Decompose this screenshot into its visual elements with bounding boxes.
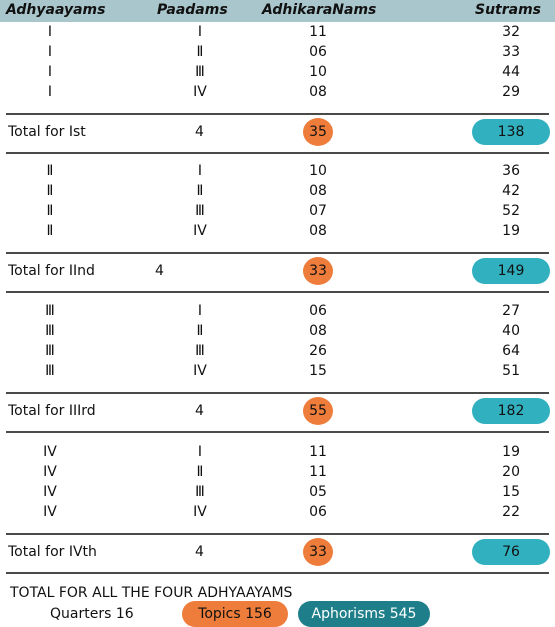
- table-cell: IV: [43, 444, 57, 460]
- total-quarters: 4: [195, 124, 204, 140]
- table-cell: Ⅲ: [195, 203, 205, 219]
- table-cell: 64: [502, 343, 520, 359]
- divider: [6, 572, 549, 574]
- summary-quarters: Quarters 16: [50, 606, 134, 622]
- table-cell: Ⅲ: [195, 484, 205, 500]
- total-sutrams: 138: [472, 119, 550, 145]
- total-label: Total for IIIrd: [8, 403, 96, 419]
- table-cell: 40: [502, 323, 520, 339]
- table-cell: 08: [309, 223, 327, 239]
- table-cell: 33: [502, 44, 520, 60]
- table-cell: I: [47, 44, 53, 60]
- divider: [6, 291, 549, 293]
- total-topics: 55: [303, 397, 333, 425]
- table-cell: Ⅲ: [45, 323, 55, 339]
- table-cell: 32: [502, 24, 520, 40]
- table-cell: 10: [309, 64, 327, 80]
- table-cell: 20: [502, 464, 520, 480]
- table-cell: IV: [193, 84, 207, 100]
- table-cell: IV: [193, 504, 207, 520]
- divider: [6, 392, 549, 394]
- table-cell: 27: [502, 303, 520, 319]
- table-cell: 06: [309, 504, 327, 520]
- table-cell: Ⅲ: [195, 343, 205, 359]
- header-bar: Adhyaayams Paadams AdhikaraNams Sutrams: [0, 0, 555, 22]
- table-cell: Ⅲ: [195, 64, 205, 80]
- header: Adhyaayams: [6, 2, 106, 18]
- table-cell: 29: [502, 84, 520, 100]
- table-cell: 08: [309, 323, 327, 339]
- table-cell: Ⅱ: [46, 163, 54, 179]
- table-cell: IV: [43, 484, 57, 500]
- table-cell: Ⅱ: [46, 223, 54, 239]
- divider: [6, 252, 549, 254]
- total-sutrams: 182: [472, 398, 550, 424]
- table-cell: I: [47, 84, 53, 100]
- table-cell: 15: [309, 363, 327, 379]
- table-cell: 08: [309, 84, 327, 100]
- table-cell: IV: [43, 504, 57, 520]
- table-cell: 19: [502, 223, 520, 239]
- total-topics: 33: [303, 538, 333, 566]
- total-quarters: 4: [195, 403, 204, 419]
- table-cell: Ⅱ: [46, 183, 54, 199]
- table-cell: 36: [502, 163, 520, 179]
- total-quarters: 4: [195, 544, 204, 560]
- summary-title: TOTAL FOR ALL THE FOUR ADHYAAYAMS: [10, 585, 293, 601]
- table-cell: 08: [309, 183, 327, 199]
- divider: [6, 113, 549, 115]
- table-cell: IV: [193, 363, 207, 379]
- table-cell: 44: [502, 64, 520, 80]
- table-cell: I: [197, 444, 203, 460]
- table-cell: Ⅱ: [196, 44, 204, 60]
- divider: [6, 431, 549, 433]
- table-cell: 52: [502, 203, 520, 219]
- header: Sutrams: [475, 2, 542, 18]
- table-cell: 06: [309, 44, 327, 60]
- divider: [6, 533, 549, 535]
- table-cell: I: [197, 24, 203, 40]
- table-cell: 05: [309, 484, 327, 500]
- total-topics: 35: [303, 118, 333, 146]
- total-quarters: 4: [155, 263, 164, 279]
- table-cell: Ⅱ: [46, 203, 54, 219]
- table-cell: IV: [193, 223, 207, 239]
- header: Paadams: [157, 2, 228, 18]
- table-cell: 11: [309, 24, 327, 40]
- table-cell: Ⅲ: [45, 343, 55, 359]
- table-cell: Ⅲ: [45, 363, 55, 379]
- table-cell: 11: [309, 444, 327, 460]
- summary-topics: Topics 156: [182, 601, 288, 627]
- table-cell: 15: [502, 484, 520, 500]
- table-cell: Ⅱ: [196, 183, 204, 199]
- table-cell: I: [47, 64, 53, 80]
- table-cell: Ⅱ: [196, 323, 204, 339]
- table-cell: 42: [502, 183, 520, 199]
- table-cell: 06: [309, 303, 327, 319]
- summary-aphorisms: Aphorisms 545: [298, 601, 430, 627]
- table-cell: 26: [309, 343, 327, 359]
- total-sutrams: 76: [472, 539, 550, 565]
- total-topics: 33: [303, 257, 333, 285]
- total-label: Total for IVth: [8, 544, 97, 560]
- divider: [6, 152, 549, 154]
- total-label: Total for IInd: [8, 263, 95, 279]
- total-label: Total for Ist: [8, 124, 86, 140]
- table-cell: 11: [309, 464, 327, 480]
- total-sutrams: 149: [472, 258, 550, 284]
- table-cell: 22: [502, 504, 520, 520]
- table-cell: I: [197, 163, 203, 179]
- table-cell: 19: [502, 444, 520, 460]
- table-cell: IV: [43, 464, 57, 480]
- table-cell: Ⅱ: [196, 464, 204, 480]
- table-cell: Ⅲ: [45, 303, 55, 319]
- table-cell: 51: [502, 363, 520, 379]
- table-cell: 07: [309, 203, 327, 219]
- table-cell: I: [47, 24, 53, 40]
- header: AdhikaraNams: [262, 2, 377, 18]
- table-cell: 10: [309, 163, 327, 179]
- table-cell: I: [197, 303, 203, 319]
